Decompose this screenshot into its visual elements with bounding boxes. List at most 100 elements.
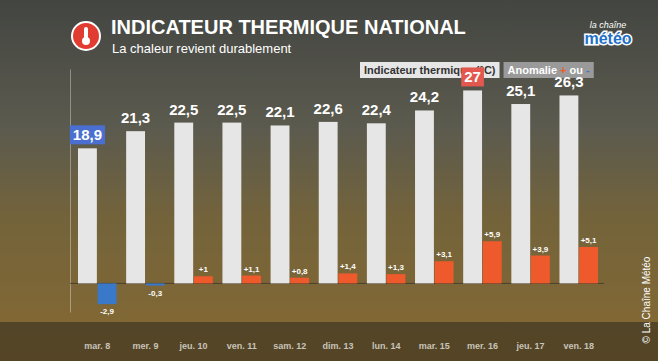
temperature-label: 27 (464, 68, 481, 85)
logo-top: la chaîne (590, 20, 627, 30)
x-tick: mar. 8 (84, 341, 110, 351)
anomaly-label: +5,9 (484, 230, 500, 239)
anomaly-label: +1,1 (244, 265, 260, 274)
x-tick-label: jeu. 17 (516, 341, 545, 351)
anomaly-bar (242, 276, 261, 284)
temperature-label: 22,5 (169, 101, 198, 118)
temperature-label: 21,3 (121, 109, 150, 126)
temperature-label-group: 22,5 (217, 101, 246, 118)
x-tick: sam. 12 (273, 341, 306, 351)
anomaly-label: +0,8 (292, 267, 308, 276)
x-tick-label: mer. 9 (132, 341, 158, 351)
legend-word: Anomalie (508, 64, 558, 76)
title-icon (72, 22, 100, 50)
temperature-label-group: 27 (461, 67, 484, 86)
temperature-label: 22,4 (362, 101, 392, 118)
background (0, 0, 658, 361)
anomaly-label: +3,1 (436, 250, 452, 259)
series-bars (78, 90, 578, 283)
anomaly-bar (338, 273, 357, 283)
anomaly-bar (579, 247, 598, 283)
x-tick-label: ven. 11 (227, 341, 257, 351)
temperature-label-group: 22,5 (169, 101, 198, 118)
temperature-bar (271, 125, 290, 283)
temperature-label: 24,2 (410, 88, 439, 105)
anomaly-bar (98, 283, 117, 304)
background-shade (0, 0, 658, 361)
x-tick-label: lun. 14 (372, 341, 401, 351)
title: INDICATEUR THERMIQUE NATIONAL (111, 16, 466, 38)
axis-strip (0, 322, 658, 361)
chart: INDICATEUR THERMIQUE NATIONAL La chaleur … (0, 0, 658, 361)
x-tick: jeu. 10 (179, 341, 208, 351)
temperature-label-group: 22,6 (314, 100, 343, 117)
temperature-bar (222, 123, 241, 284)
anomaly-label: +1,4 (340, 262, 356, 271)
temperature-bar (415, 110, 434, 283)
icon-bulb (82, 37, 90, 45)
temperature-bar (174, 123, 193, 284)
temperature-label: 22,5 (217, 101, 246, 118)
temperature-label: 18,9 (73, 126, 102, 143)
y-axis-line (70, 70, 71, 313)
anomaly-label: +3,9 (533, 245, 549, 254)
anomaly-bar (194, 276, 213, 283)
x-tick: ven. 18 (563, 341, 594, 351)
temperature-label-group: 26,3 (554, 73, 583, 90)
temperature-label: 25,1 (506, 82, 535, 99)
anomaly-bar (146, 283, 165, 285)
temperature-label: 26,3 (554, 73, 583, 90)
temperature-bar (367, 123, 386, 283)
temperature-label-group: 18,9 (70, 125, 105, 144)
temperature-label-group: 25,1 (506, 82, 535, 99)
y-axis (70, 70, 72, 313)
subtitle: La chaleur revient durablement (112, 41, 292, 56)
copyright: © La Chaîne Météo (641, 256, 652, 343)
anomaly-label: +5,1 (581, 236, 597, 245)
temperature-label: 22,1 (265, 103, 294, 120)
temperature-bar (78, 148, 97, 283)
label-box (70, 125, 105, 144)
x-tick: mer. 16 (467, 341, 498, 351)
temperature-label-group: 22,1 (265, 103, 294, 120)
x-axis: mar. 8 mer. 9 jeu. 10 ven. 11 sam. 12 dim. 13… (84, 341, 594, 351)
temperature-label: 22,6 (314, 100, 343, 117)
x-tick: mer. 9 (132, 341, 158, 351)
temperature-bar (126, 131, 145, 283)
anomaly-bar (290, 278, 309, 284)
data-labels: 18,9 21,3 22,5 22,5 22,1 22,6 22,4 24,2 27 25,1 26… (70, 67, 597, 316)
label-box (461, 67, 484, 86)
x-tick: mar. 15 (419, 341, 450, 351)
x-tick-label: dim. 13 (322, 341, 353, 351)
x-tick-label: mer. 16 (467, 341, 498, 351)
anomaly-label: -0,3 (148, 289, 162, 298)
anomaly-label: +1,3 (388, 263, 404, 272)
temperature-bar (463, 90, 482, 283)
x-tick-label: mar. 8 (84, 341, 110, 351)
anomaly-bar (483, 241, 502, 283)
x-tick: dim. 13 (322, 341, 353, 351)
icon-circle (72, 22, 100, 50)
legend-word: - (583, 64, 590, 76)
x-tick-label: mar. 15 (419, 341, 450, 351)
anomaly-bar (435, 261, 454, 283)
temperature-bar (319, 122, 338, 284)
anomaly-label: -2,9 (100, 307, 114, 316)
temperature-label-group: 21,3 (121, 109, 150, 126)
x-tick: ven. 11 (227, 341, 257, 351)
series-bars (98, 241, 598, 304)
anomaly-bar (387, 274, 406, 283)
temperature-label-group: 22,4 (362, 101, 392, 118)
anomaly-bar (531, 256, 550, 284)
temperature-label-group: 24,2 (410, 88, 439, 105)
x-tick-label: jeu. 10 (179, 341, 208, 351)
temperature-bar (511, 104, 530, 283)
anomaly-label: +1 (199, 265, 209, 274)
temperature-bar (559, 95, 578, 283)
x-tick-label: ven. 18 (563, 341, 594, 351)
logo-bottom: météo (584, 30, 631, 47)
x-tick-label: sam. 12 (273, 341, 306, 351)
x-tick: lun. 14 (372, 341, 401, 351)
bars (78, 90, 598, 304)
x-tick: jeu. 17 (516, 341, 545, 351)
